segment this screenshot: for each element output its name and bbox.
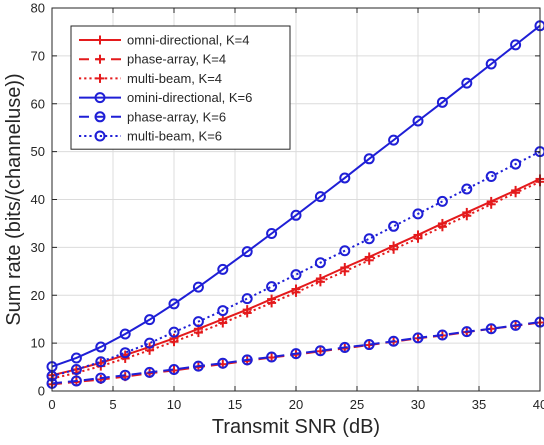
- legend-label: omini-directional, K=6: [127, 90, 252, 105]
- y-tick-label: 60: [31, 96, 45, 111]
- legend-item: multi-beam, K=6: [79, 129, 222, 144]
- x-tick-label: 25: [350, 397, 364, 412]
- legend-label: omni-directional, K=4: [127, 33, 249, 48]
- x-tick-label: 15: [228, 397, 242, 412]
- y-tick-label: 50: [31, 144, 45, 159]
- legend-label: phase-array, K=6: [127, 109, 226, 124]
- x-tick-label: 5: [109, 397, 116, 412]
- legend-label: multi-beam, K=6: [127, 129, 222, 144]
- y-tick-label: 40: [31, 192, 45, 207]
- legend-label: multi-beam, K=4: [127, 71, 222, 86]
- x-tick-label: 0: [48, 397, 55, 412]
- x-tick-label: 35: [472, 397, 486, 412]
- y-tick-label: 10: [31, 336, 45, 351]
- legend-label: phase-array, K=4: [127, 52, 226, 67]
- x-tick-label: 30: [411, 397, 425, 412]
- x-tick-label: 40: [533, 397, 544, 412]
- y-tick-label: 30: [31, 240, 45, 255]
- y-tick-label: 0: [38, 384, 45, 399]
- x-tick-label: 20: [289, 397, 303, 412]
- x-tick-label: 10: [167, 397, 181, 412]
- y-tick-label: 20: [31, 288, 45, 303]
- y-axis-label: Sum rate (bits/(channeluse)): [3, 73, 25, 325]
- legend-item: phase-array, K=6: [79, 109, 226, 124]
- legend: omni-directional, K=4 phase-array, K=4 mul…: [71, 26, 290, 149]
- x-axis-label: Transmit SNR (dB): [212, 416, 380, 438]
- y-tick-label: 70: [31, 48, 45, 63]
- y-tick-label: 80: [31, 1, 45, 16]
